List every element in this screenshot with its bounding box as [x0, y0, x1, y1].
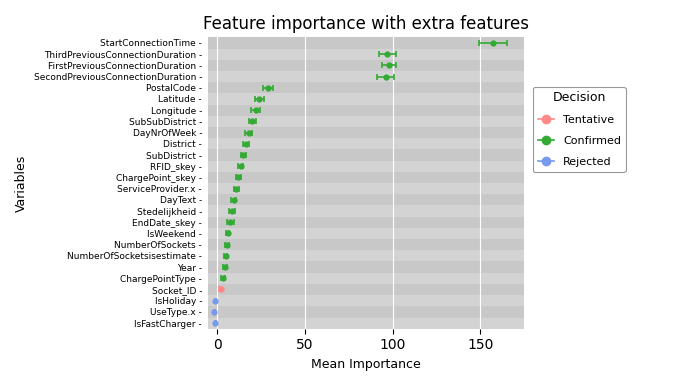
Bar	[208, 149, 524, 161]
Bar	[208, 49, 524, 60]
Bar	[208, 284, 524, 295]
Bar	[208, 239, 524, 250]
Bar	[208, 60, 524, 71]
Bar	[208, 138, 524, 149]
Bar	[208, 127, 524, 138]
Y-axis label: Variables: Variables	[15, 154, 28, 212]
Bar	[208, 228, 524, 239]
Bar	[208, 261, 524, 273]
Bar	[208, 71, 524, 82]
Bar	[208, 172, 524, 183]
Bar	[208, 306, 524, 318]
Bar	[208, 93, 524, 105]
Bar	[208, 82, 524, 93]
Bar	[208, 194, 524, 205]
Bar	[208, 295, 524, 306]
Bar	[208, 273, 524, 284]
Bar	[208, 318, 524, 329]
Bar	[208, 183, 524, 194]
Bar	[208, 205, 524, 217]
X-axis label: Mean Importance: Mean Importance	[311, 358, 421, 371]
Bar	[208, 105, 524, 116]
Title: Feature importance with extra features: Feature importance with extra features	[204, 15, 529, 33]
Bar	[208, 37, 524, 49]
Bar	[208, 161, 524, 172]
Legend: Tentative, Confirmed, Rejected: Tentative, Confirmed, Rejected	[533, 86, 626, 172]
Bar	[208, 217, 524, 228]
Bar	[208, 250, 524, 261]
Bar	[208, 116, 524, 127]
